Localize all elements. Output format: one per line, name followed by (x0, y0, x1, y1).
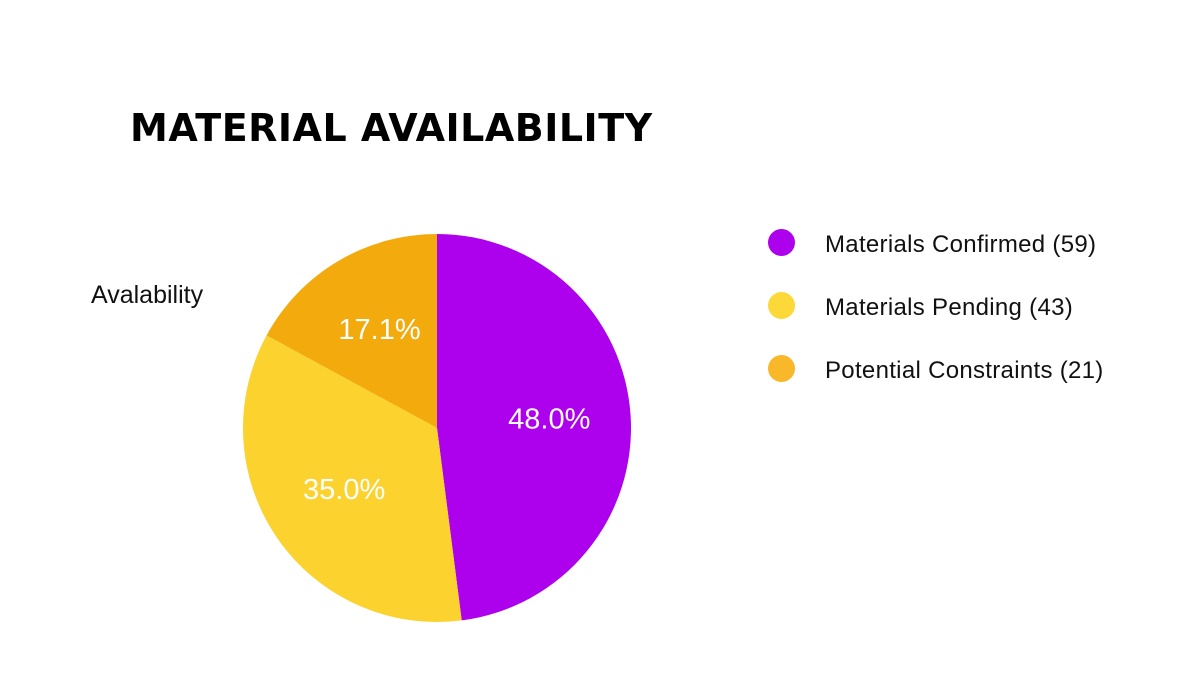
legend-label: Potential Constraints (21) (825, 357, 1104, 384)
pie-slice-potential-constraints (266, 234, 437, 428)
slice-percent-label: 48.0% (508, 403, 590, 435)
legend-dot-icon (768, 292, 795, 319)
chart-title: MATERIAL AVAILABILITY (130, 106, 653, 150)
series-label: Avalability (91, 281, 204, 309)
pie-slice-materials-confirmed (437, 234, 631, 621)
slice-percent-label: 35.0% (303, 474, 385, 506)
slice-percent-label: 17.1% (338, 314, 420, 346)
legend-dot-icon (768, 229, 795, 256)
pie-slice-materials-pending (243, 335, 462, 622)
legend-label: Materials Pending (43) (825, 294, 1074, 321)
legend-dot-icon (768, 355, 795, 382)
legend-label: Materials Confirmed (59) (825, 231, 1097, 258)
